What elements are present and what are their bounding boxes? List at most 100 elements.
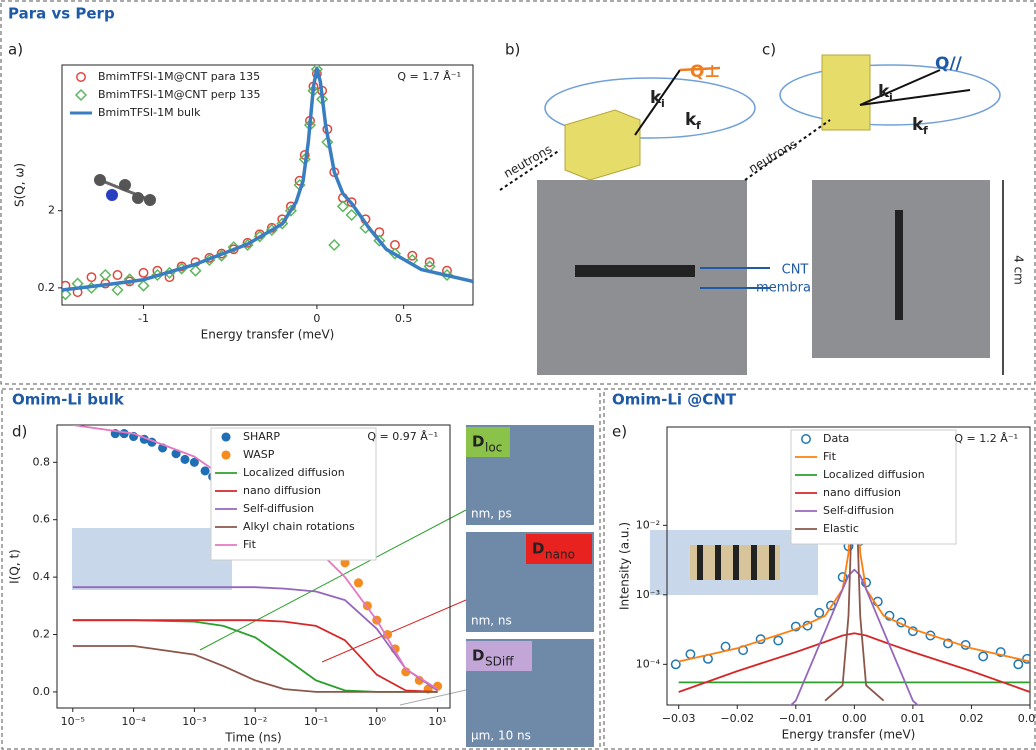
photo <box>537 180 747 375</box>
annotation: Q = 1.2 Å⁻¹ <box>954 432 1018 445</box>
plot-area <box>62 65 473 301</box>
x-tick-label: -1 <box>138 312 149 325</box>
legend-label: Fit <box>823 450 837 463</box>
beam-label: neutrons <box>501 142 554 181</box>
x-tick-label: 10⁰ <box>368 715 387 728</box>
legend-swatch <box>221 432 231 442</box>
legend-label: Localized diffusion <box>823 468 925 481</box>
x-tick-label: 0.02 <box>959 712 984 725</box>
panel-label: d) <box>12 423 27 441</box>
y-tick-label: 10⁻³ <box>636 588 660 601</box>
scale-label: 4 cm <box>1012 255 1026 285</box>
point <box>138 267 149 278</box>
point <box>978 651 989 662</box>
point <box>345 208 358 222</box>
series-line <box>72 586 439 692</box>
panel-label: c) <box>762 41 776 59</box>
molecule-box <box>72 528 232 590</box>
point <box>189 264 202 277</box>
legend-swatch <box>221 450 231 460</box>
inset-tag-text: loc <box>485 441 502 455</box>
inset-tag <box>466 427 510 457</box>
y-tick-label: 0.8 <box>33 455 51 468</box>
series-line <box>72 645 438 693</box>
point <box>943 638 953 649</box>
inset-tag <box>526 534 592 564</box>
series-line <box>62 66 473 292</box>
legend-swatch <box>74 88 88 102</box>
panel-label: b) <box>505 41 520 59</box>
x-tick-label: 10⁻⁴ <box>121 715 146 728</box>
annotation: Q = 1.7 Å⁻¹ <box>397 70 461 83</box>
point <box>189 457 199 467</box>
legend-label: nano diffusion <box>823 486 901 499</box>
point <box>86 272 97 283</box>
inset-tag-text: D <box>532 540 544 558</box>
plot-frame <box>56 424 451 709</box>
legend-label: WASP <box>243 448 275 461</box>
legend-swatch <box>76 72 86 82</box>
series-line <box>789 568 919 705</box>
point <box>995 647 1006 658</box>
callout: CNT <box>782 263 809 278</box>
legend-label: BmimTFSI-1M bulk <box>98 106 201 119</box>
vector-label: Q⊥ <box>690 62 720 82</box>
inset-tag-text: D <box>472 647 484 665</box>
vector-label: f <box>696 119 701 132</box>
legend-label: BmimTFSI-1M@CNT para 135 <box>98 70 260 83</box>
x-axis-label: Energy transfer (meV) <box>201 328 335 342</box>
point <box>407 250 418 261</box>
plot-frame <box>61 64 474 306</box>
point <box>123 273 136 286</box>
vector-label: k <box>912 115 924 135</box>
point <box>336 200 349 213</box>
y-tick-label: 2 <box>48 204 55 217</box>
y-tick-label: 10⁻⁴ <box>636 657 661 670</box>
legend-frame <box>790 429 957 545</box>
y-tick-label: 10⁻² <box>636 518 660 531</box>
vector-label: Q// <box>935 54 963 74</box>
plot-frame <box>666 426 1031 706</box>
legend-swatch <box>801 434 811 444</box>
legend-label: Data <box>823 432 849 445</box>
point <box>111 283 124 297</box>
point <box>1022 653 1030 664</box>
connector <box>321 599 467 663</box>
legend-label: BmimTFSI-1M@CNT perp 135 <box>98 88 260 101</box>
connector <box>399 689 467 706</box>
molecule <box>94 174 156 206</box>
x-tick-label: −0.03 <box>662 712 696 725</box>
section-frame <box>1 388 601 750</box>
legend-label: Fit <box>243 538 257 551</box>
schematic <box>499 66 770 375</box>
inset-tag-text: SDiff <box>485 655 514 669</box>
section-title: Omim-Li bulk <box>12 391 125 409</box>
point <box>180 454 190 464</box>
panel-label: e) <box>612 423 627 441</box>
plot-area <box>670 429 1030 705</box>
point <box>99 268 112 282</box>
vector-label: i <box>661 97 665 110</box>
y-tick-label: 0.6 <box>33 513 51 526</box>
inset-tag-text: nano <box>545 548 575 562</box>
legend-label: Elastic <box>823 522 859 535</box>
x-tick-label: 10⁻⁵ <box>61 715 85 728</box>
point <box>119 429 129 439</box>
y-tick-label: 0.2 <box>38 281 56 294</box>
inset-scale: nm, ns <box>471 614 512 628</box>
legend-frame <box>210 427 377 561</box>
legend-label: nano diffusion <box>243 484 321 497</box>
vector-label: k <box>685 110 697 130</box>
point <box>328 238 341 252</box>
vector-label: k <box>650 88 662 108</box>
legend-label: Self-diffusion <box>823 504 894 517</box>
legend-label: Alkyl chain rotations <box>243 520 355 533</box>
x-axis-label: Energy transfer (meV) <box>782 728 916 742</box>
legend-label: Self-diffusion <box>243 502 314 515</box>
series-line <box>678 632 1030 693</box>
membrane-icon <box>690 545 780 580</box>
x-tick-label: −0.01 <box>779 712 813 725</box>
point <box>670 659 681 670</box>
annotation: Q = 0.97 Å⁻¹ <box>367 430 438 443</box>
x-tick-label: 10¹ <box>428 715 446 728</box>
